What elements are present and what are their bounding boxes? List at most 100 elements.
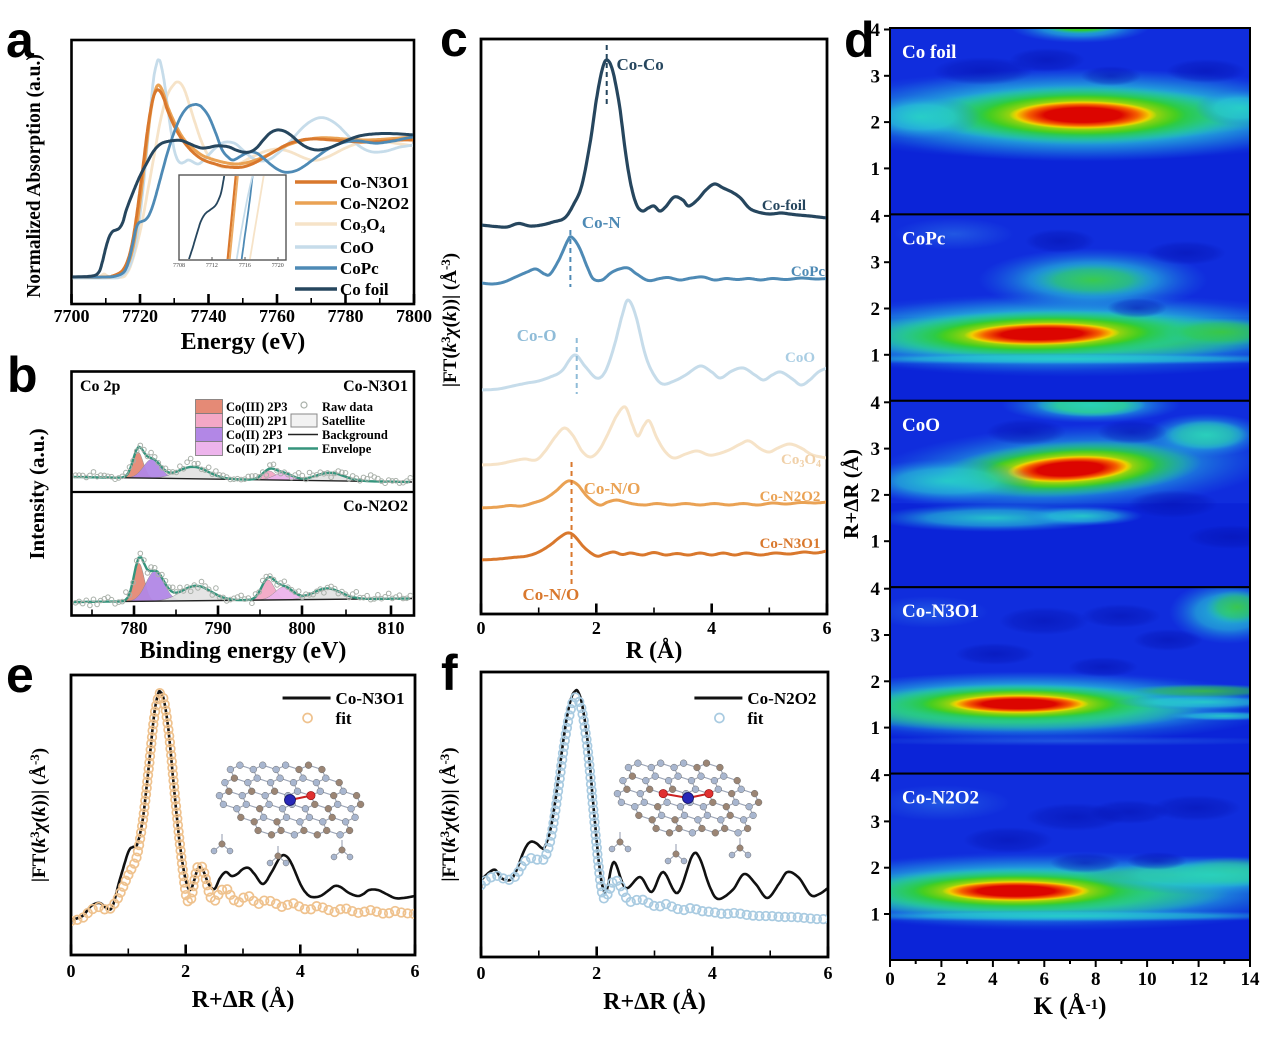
svg-text:780: 780 — [121, 618, 148, 638]
svg-text:Background: Background — [322, 428, 388, 442]
svg-text:0: 0 — [477, 963, 486, 983]
svg-text:3: 3 — [871, 812, 881, 833]
svg-text:4: 4 — [296, 961, 305, 981]
svg-text:6: 6 — [823, 618, 832, 638]
svg-text:R+ΔR (Å): R+ΔR (Å) — [603, 989, 706, 1015]
svg-text:4: 4 — [871, 206, 881, 227]
svg-text:810: 810 — [378, 618, 405, 638]
svg-text:8: 8 — [1091, 969, 1101, 990]
svg-text:Co-foil: Co-foil — [762, 198, 806, 214]
svg-text:1: 1 — [871, 345, 881, 366]
svg-text:7716: 7716 — [239, 263, 251, 269]
svg-text:3: 3 — [871, 253, 881, 274]
svg-text:CoPc: CoPc — [340, 259, 379, 278]
svg-text:Co3O4: Co3O4 — [340, 215, 386, 236]
svg-text:CoPc: CoPc — [791, 264, 825, 280]
svg-text:2: 2 — [871, 113, 881, 134]
svg-text:6: 6 — [411, 961, 420, 981]
svg-text:Envelope: Envelope — [322, 442, 372, 456]
svg-text:4: 4 — [707, 618, 716, 638]
svg-text:2: 2 — [871, 485, 881, 506]
svg-text:CoO: CoO — [785, 350, 815, 366]
svg-text:6: 6 — [824, 963, 833, 983]
svg-text:|FT(k3χ(k))| (Å-3): |FT(k3χ(k))| (Å-3) — [438, 253, 461, 387]
svg-text:Co-N: Co-N — [582, 213, 621, 232]
svg-text:e: e — [6, 647, 34, 703]
svg-text:f: f — [441, 645, 458, 701]
svg-text:Co-N2O2: Co-N2O2 — [760, 489, 821, 505]
svg-text:Co-N2O2: Co-N2O2 — [340, 194, 409, 213]
svg-text:|FT(k3χ(k))| (Å-3): |FT(k3χ(k))| (Å-3) — [27, 748, 50, 882]
svg-text:Co-N3O1: Co-N3O1 — [340, 173, 409, 192]
svg-text:7700: 7700 — [54, 306, 90, 326]
svg-text:Co-N2O2: Co-N2O2 — [902, 788, 979, 809]
svg-text:2: 2 — [592, 963, 601, 983]
svg-text:2: 2 — [871, 299, 881, 320]
svg-text:4: 4 — [871, 766, 881, 787]
svg-text:2: 2 — [181, 961, 190, 981]
svg-text:R (Å): R (Å) — [626, 638, 683, 664]
svg-text:4: 4 — [871, 579, 881, 600]
svg-text:Co(III) 2P3: Co(III) 2P3 — [226, 400, 287, 414]
svg-text:7720: 7720 — [122, 306, 158, 326]
svg-text:Raw data: Raw data — [322, 400, 374, 414]
svg-text:a: a — [6, 12, 35, 68]
svg-text:3: 3 — [871, 66, 881, 87]
svg-text:4: 4 — [871, 393, 881, 414]
svg-text:3: 3 — [871, 439, 881, 460]
svg-text:0: 0 — [67, 961, 76, 981]
svg-text:Co-N/O: Co-N/O — [584, 479, 641, 498]
svg-text:Co 2p: Co 2p — [80, 378, 121, 395]
svg-text:7760: 7760 — [259, 306, 295, 326]
svg-text:Satellite: Satellite — [322, 414, 365, 428]
svg-text:1: 1 — [871, 905, 881, 926]
svg-text:10: 10 — [1138, 969, 1157, 990]
svg-text:fit: fit — [336, 709, 352, 728]
svg-text:7720: 7720 — [272, 263, 284, 269]
svg-text:Normalized Absorption (a.u.): Normalized Absorption (a.u.) — [24, 54, 45, 298]
svg-text:d: d — [844, 12, 875, 68]
svg-text:12: 12 — [1189, 969, 1208, 990]
svg-text:4: 4 — [871, 20, 881, 41]
svg-text:7800: 7800 — [396, 306, 432, 326]
svg-text:4: 4 — [708, 963, 717, 983]
svg-text:|FT(k3χ(k))| (Å-3): |FT(k3χ(k))| (Å-3) — [437, 747, 460, 881]
svg-text:0: 0 — [885, 969, 895, 990]
svg-text:2: 2 — [871, 858, 881, 879]
svg-text:Co-N3O1: Co-N3O1 — [760, 536, 821, 552]
svg-text:7740: 7740 — [191, 306, 227, 326]
svg-text:CoPc: CoPc — [902, 228, 945, 249]
svg-text:Co-N/O: Co-N/O — [523, 585, 580, 604]
svg-text:Co(III) 2P1: Co(III) 2P1 — [226, 414, 287, 428]
svg-text:1: 1 — [871, 159, 881, 180]
svg-text:Co(II) 2P3: Co(II) 2P3 — [226, 428, 283, 442]
svg-text:fit: fit — [747, 709, 763, 728]
svg-text:Co-N3O1: Co-N3O1 — [336, 689, 405, 708]
svg-text:1: 1 — [871, 532, 881, 553]
svg-text:7712: 7712 — [206, 263, 218, 269]
svg-text:4: 4 — [988, 969, 998, 990]
svg-text:Co-O: Co-O — [517, 326, 557, 345]
svg-text:7708: 7708 — [173, 263, 185, 269]
svg-text:0: 0 — [477, 618, 486, 638]
svg-text:b: b — [7, 347, 38, 403]
svg-text:2: 2 — [937, 969, 947, 990]
svg-text:7780: 7780 — [328, 306, 364, 326]
svg-text:Intensity (a.u.): Intensity (a.u.) — [25, 428, 49, 559]
svg-text:1: 1 — [871, 718, 881, 739]
svg-text:6: 6 — [1040, 969, 1050, 990]
svg-text:CoO: CoO — [340, 238, 374, 257]
svg-text:2: 2 — [592, 618, 601, 638]
svg-text:Co-Co: Co-Co — [617, 55, 664, 74]
svg-text:2: 2 — [871, 672, 881, 693]
svg-text:800: 800 — [289, 618, 316, 638]
svg-text:Co(II) 2P1: Co(II) 2P1 — [226, 442, 283, 456]
svg-text:Co foil: Co foil — [340, 280, 389, 299]
svg-text:790: 790 — [205, 618, 232, 638]
svg-text:Co-N3O1: Co-N3O1 — [902, 601, 979, 622]
svg-text:Co foil: Co foil — [902, 42, 956, 63]
svg-text:Energy (eV): Energy (eV) — [181, 329, 306, 355]
svg-text:CoO: CoO — [902, 415, 940, 436]
svg-text:c: c — [440, 11, 468, 67]
svg-text:R+ΔR (Å): R+ΔR (Å) — [192, 987, 295, 1013]
